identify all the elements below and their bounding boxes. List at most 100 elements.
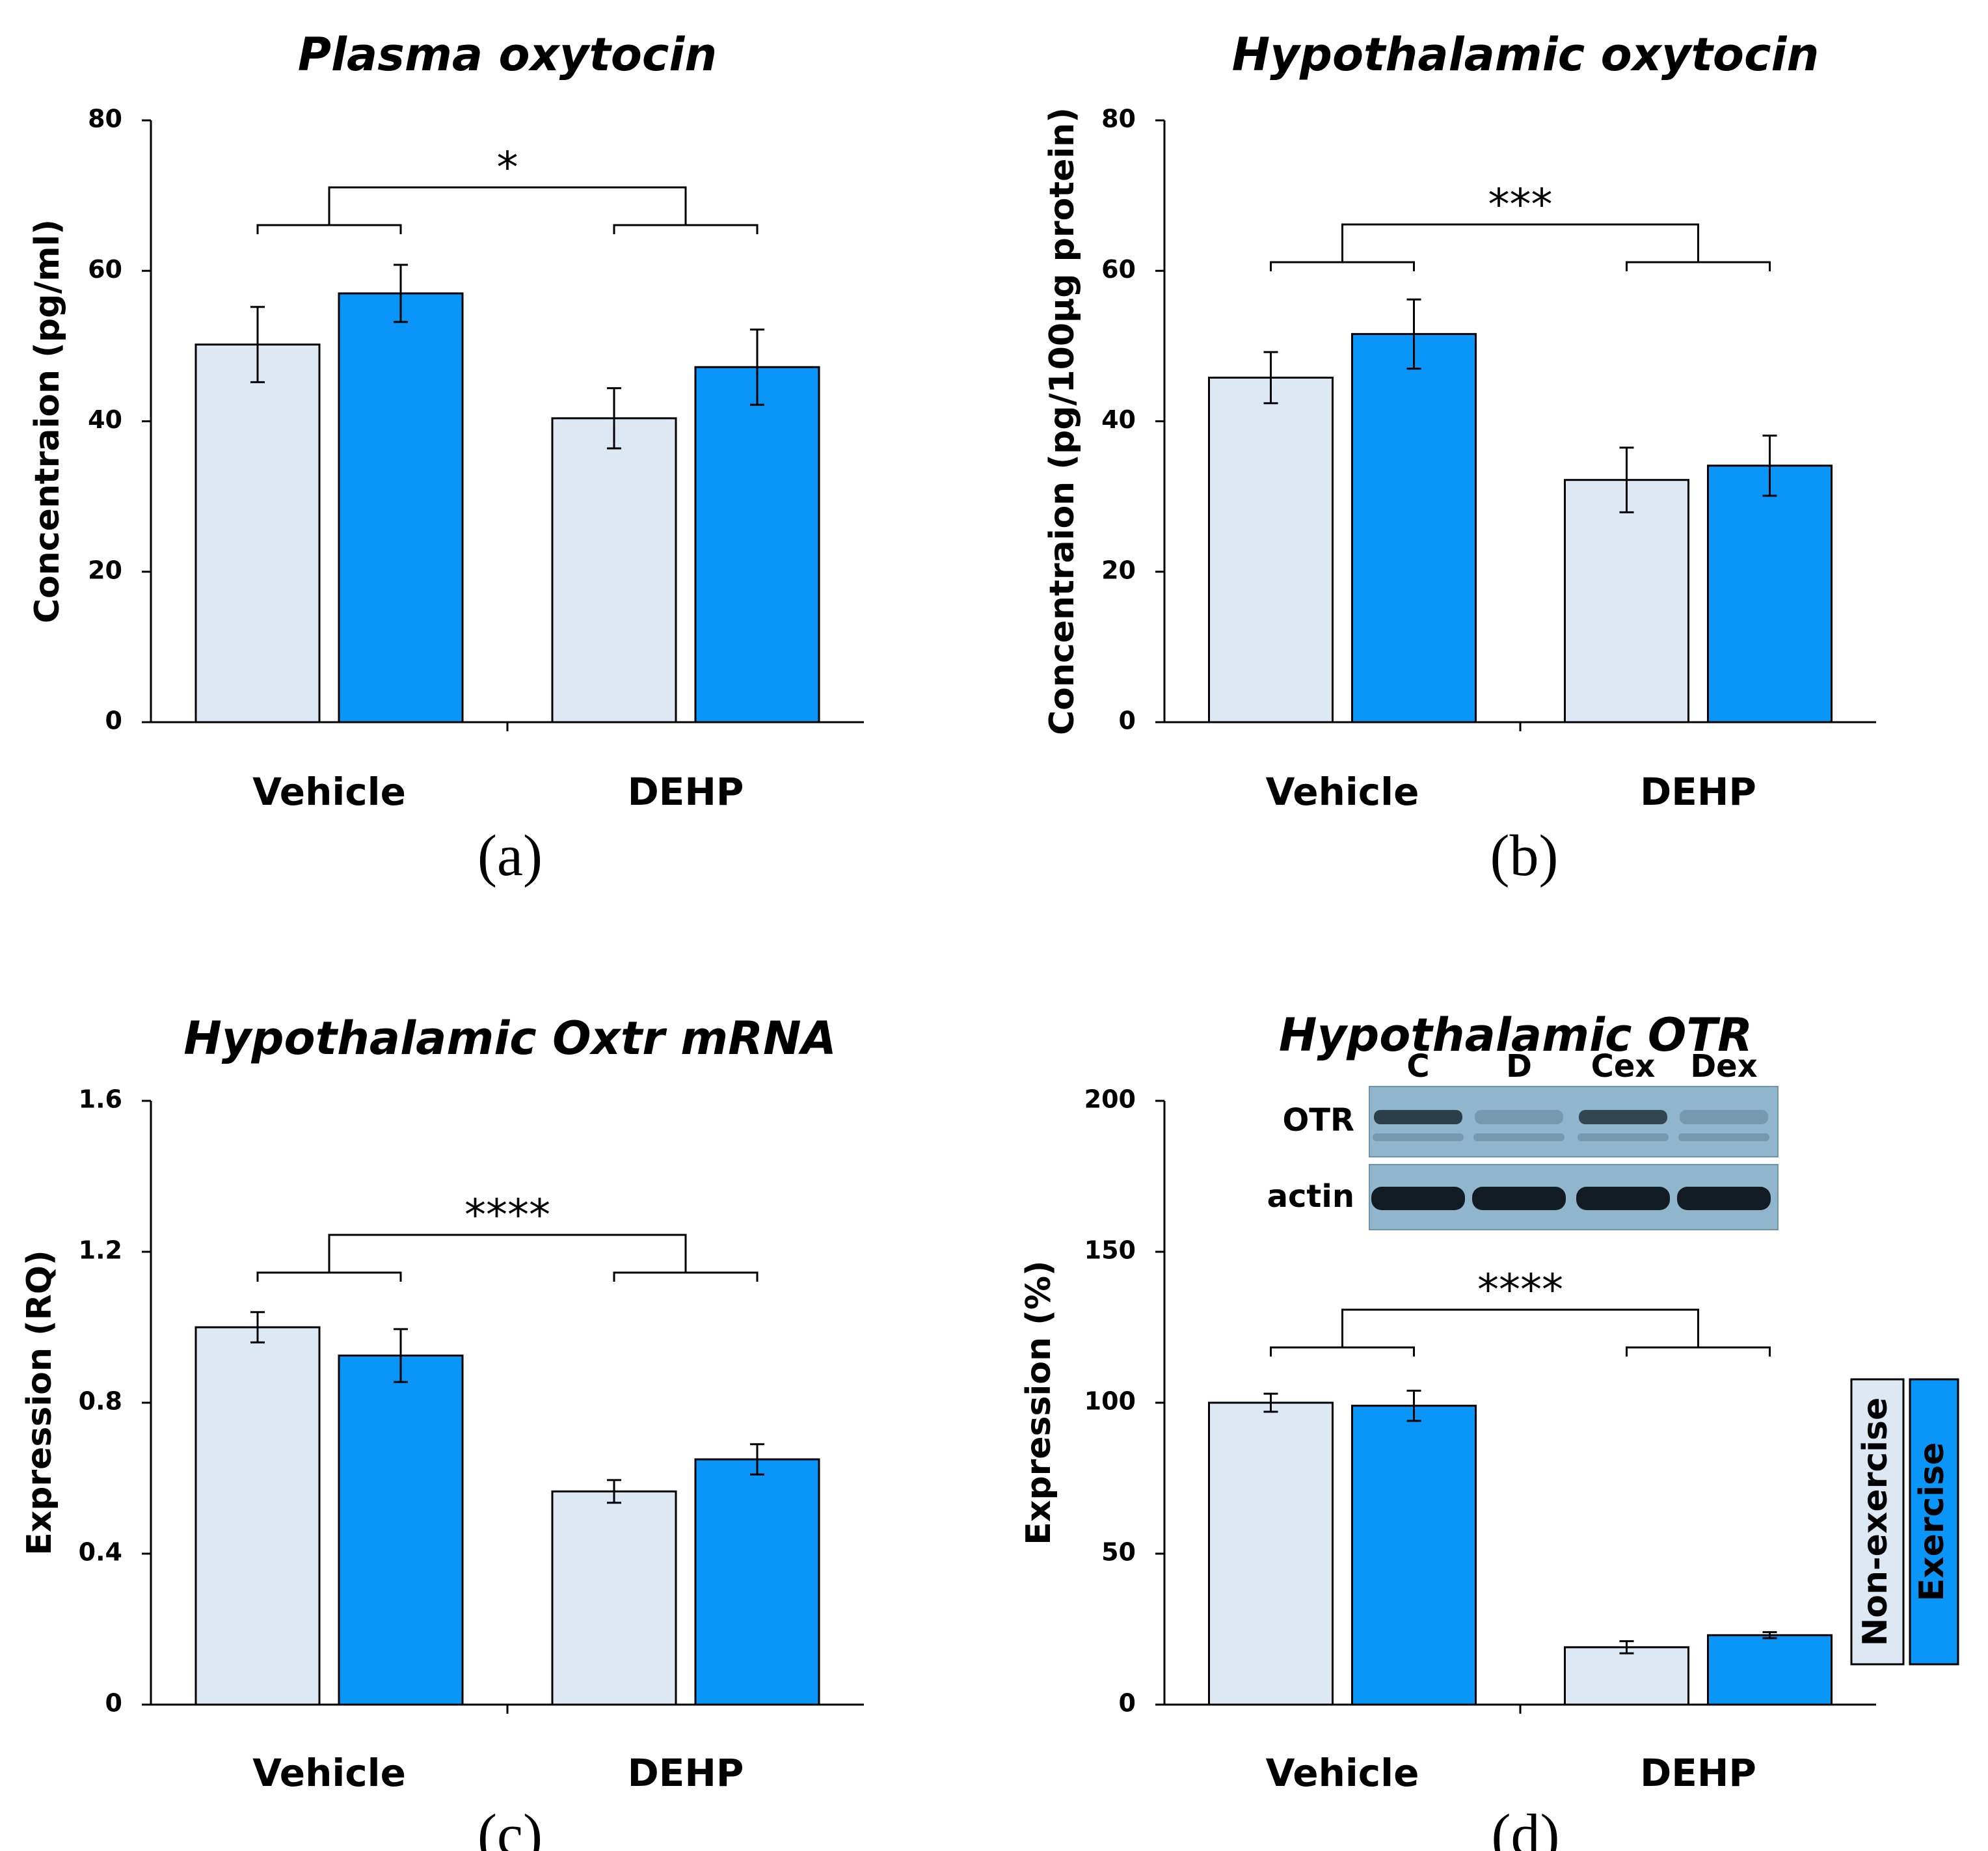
bar-exercise bbox=[1351, 1405, 1477, 1706]
group-bracket bbox=[1626, 1346, 1771, 1357]
significance-stars: *** bbox=[1488, 180, 1553, 230]
y-tick-label: 20 bbox=[1101, 556, 1136, 584]
x-category-label: DEHP bbox=[628, 1751, 744, 1795]
group-bracket bbox=[613, 1271, 759, 1282]
legend-label-exercise: Exercise bbox=[1913, 1442, 1952, 1602]
x-category-label: Vehicle bbox=[252, 1751, 406, 1795]
legend-swatch-exercise bbox=[1909, 1378, 1959, 1666]
panel-label: (c) bbox=[477, 1803, 543, 1851]
blot-band-otr-faint bbox=[1373, 1133, 1464, 1141]
y-tick-label: 40 bbox=[1101, 405, 1136, 434]
legend-swatch-non-exercise bbox=[1850, 1378, 1905, 1666]
y-axis-label: Expression (%) bbox=[1019, 1260, 1058, 1545]
y-tick-label: 0.4 bbox=[79, 1538, 122, 1567]
x-category-label: DEHP bbox=[1640, 770, 1756, 814]
bar-non-exercise bbox=[195, 1326, 321, 1706]
bar-non-exercise bbox=[551, 417, 677, 723]
blot-lane-label: Dex bbox=[1690, 1048, 1757, 1085]
chart-title: Hypothalamic oxytocin bbox=[1232, 28, 1820, 81]
blot-band-otr bbox=[1579, 1110, 1667, 1124]
bar-non-exercise bbox=[1564, 1646, 1689, 1706]
y-tick-label: 100 bbox=[1084, 1387, 1136, 1416]
panel-label: (b) bbox=[1490, 824, 1559, 888]
group-bracket bbox=[613, 224, 759, 234]
group-bracket bbox=[1270, 1346, 1415, 1357]
x-category-label: Vehicle bbox=[252, 770, 406, 814]
significance-bracket bbox=[1341, 223, 1699, 262]
y-tick-label: 0 bbox=[105, 707, 122, 735]
y-tick-label: 200 bbox=[1084, 1085, 1136, 1114]
blot-band-otr-faint bbox=[1678, 1133, 1769, 1141]
blot-band-actin bbox=[1371, 1187, 1465, 1210]
group-bracket bbox=[256, 224, 402, 234]
significance-bracket bbox=[328, 1234, 687, 1273]
bar-non-exercise bbox=[1208, 376, 1334, 723]
bar-exercise bbox=[1351, 332, 1477, 723]
blot-band-otr bbox=[1475, 1110, 1563, 1124]
legend: Non-exercise Exercise bbox=[1850, 1378, 1959, 1666]
x-category-label: DEHP bbox=[628, 770, 744, 814]
y-tick-label: 20 bbox=[88, 556, 122, 584]
blot-band-actin bbox=[1677, 1187, 1771, 1210]
group-bracket bbox=[256, 1271, 402, 1282]
bar-non-exercise bbox=[1208, 1401, 1334, 1706]
y-tick-label: 60 bbox=[1101, 255, 1136, 284]
y-axis-label: Concentraion (pg/100μg protein) bbox=[1043, 107, 1082, 735]
bar-non-exercise bbox=[195, 344, 321, 723]
significance-stars: **** bbox=[464, 1190, 550, 1240]
western-blot-inset: C D Cex Dex OTR actin bbox=[1267, 1048, 1779, 1230]
blot-band-otr bbox=[1374, 1110, 1462, 1124]
y-tick-label: 0.8 bbox=[79, 1387, 122, 1416]
blot-band-otr-faint bbox=[1578, 1133, 1669, 1141]
y-tick-label: 60 bbox=[88, 255, 122, 284]
chart-title: Plasma oxytocin bbox=[298, 28, 718, 81]
y-tick-label: 0 bbox=[1119, 707, 1136, 735]
y-tick-label: 50 bbox=[1101, 1538, 1136, 1567]
chart-title: Hypothalamic OTR bbox=[1279, 1008, 1753, 1062]
y-axis-label: Concentraion (pg/ml) bbox=[28, 219, 67, 623]
bar-exercise bbox=[1707, 465, 1833, 723]
group-bracket bbox=[1626, 261, 1771, 271]
bar-exercise bbox=[338, 292, 464, 723]
y-tick-label: 0 bbox=[105, 1689, 122, 1718]
bar-exercise bbox=[694, 1458, 820, 1706]
panel-c-hypothalamic-oxtr-mrna: Hypothalamic Oxtr mRNA Expression (RQ) 0 0.… bbox=[20, 1012, 864, 1851]
significance-stars: **** bbox=[1477, 1265, 1563, 1315]
panel-b-hypothalamic-oxytocin: Hypothalamic oxytocin Concentraion (pg/10… bbox=[1043, 28, 1876, 888]
blot-band-actin bbox=[1576, 1187, 1670, 1210]
blot-lane-label: C bbox=[1406, 1048, 1429, 1085]
y-tick-label: 1.2 bbox=[79, 1236, 122, 1265]
y-tick-label: 80 bbox=[1101, 105, 1136, 133]
blot-band-actin bbox=[1472, 1187, 1566, 1210]
y-tick-label: 40 bbox=[88, 405, 122, 434]
panel-label: (d) bbox=[1492, 1803, 1560, 1851]
bar-exercise bbox=[338, 1355, 464, 1706]
chart-title: Hypothalamic Oxtr mRNA bbox=[183, 1012, 837, 1065]
blot-lane-label: Cex bbox=[1591, 1048, 1656, 1085]
blot-row-label: OTR bbox=[1282, 1102, 1354, 1139]
significance-bracket bbox=[328, 186, 687, 225]
panel-label: (a) bbox=[477, 824, 543, 888]
x-category-label: Vehicle bbox=[1266, 770, 1419, 814]
bar-exercise bbox=[1707, 1634, 1833, 1706]
x-category-label: DEHP bbox=[1640, 1751, 1756, 1795]
y-axis-label: Expression (RQ) bbox=[20, 1250, 59, 1556]
blot-lane-label: D bbox=[1506, 1048, 1532, 1085]
bar-exercise bbox=[694, 366, 820, 723]
panel-a-plasma-oxytocin: Plasma oxytocin Concentraion (pg/ml) 0 20 40… bbox=[28, 28, 864, 888]
y-tick-label: 0 bbox=[1119, 1689, 1136, 1718]
y-tick-label: 150 bbox=[1084, 1236, 1136, 1265]
y-tick-label: 1.6 bbox=[79, 1085, 122, 1114]
significance-stars: * bbox=[497, 142, 518, 193]
bar-non-exercise bbox=[551, 1490, 677, 1706]
legend-label-non-exercise: Non-exercise bbox=[1856, 1398, 1895, 1646]
bar-non-exercise bbox=[1564, 479, 1689, 723]
y-tick-label: 80 bbox=[88, 105, 122, 133]
blot-band-otr bbox=[1680, 1110, 1768, 1124]
panel-d-hypothalamic-otr: Hypothalamic OTR Expression (%) 0 50 100 150 2… bbox=[1019, 1008, 1876, 1851]
significance-bracket bbox=[1341, 1308, 1699, 1347]
x-category-label: Vehicle bbox=[1266, 1751, 1419, 1795]
group-bracket bbox=[1270, 261, 1415, 271]
blot-band-otr-faint bbox=[1473, 1133, 1565, 1141]
